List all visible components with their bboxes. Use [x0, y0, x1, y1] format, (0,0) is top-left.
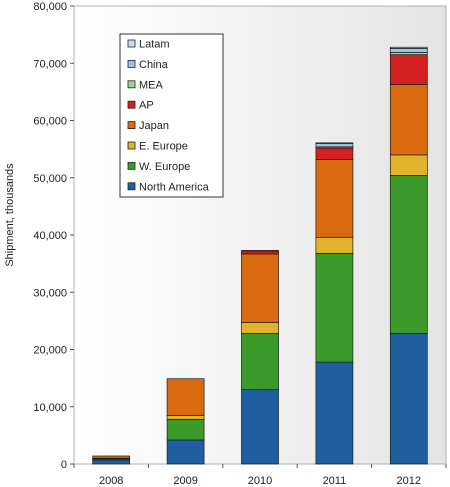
bars	[92, 46, 428, 465]
bar-segment	[241, 250, 279, 255]
y-tick-label: 50,000	[33, 173, 67, 185]
bar-segment	[241, 250, 279, 252]
legend-label: MEA	[139, 79, 164, 91]
legend-swatch	[127, 141, 136, 150]
legend-label: E. Europe	[139, 141, 188, 153]
y-tick-label: 10,000	[33, 402, 67, 414]
bar-segment	[315, 147, 354, 160]
y-tick-label: 40,000	[33, 230, 67, 242]
bar-segment	[166, 414, 205, 420]
x-axis: 2008 2009 2010 2011 2012	[73, 464, 447, 487]
y-tick-label: 80,000	[33, 1, 67, 13]
legend-label: Latam	[139, 39, 170, 51]
y-axis: 0 10,000 20,000 30,000 40,000 50,000 60,000 70,…	[33, 1, 74, 471]
legend-swatch	[127, 161, 136, 170]
bar-segment	[241, 322, 279, 334]
bar-segment	[166, 378, 205, 416]
legend-label: Japan	[139, 120, 169, 132]
legend-label: China	[139, 59, 169, 71]
bar-segment	[315, 236, 354, 254]
y-tick-label: 60,000	[33, 116, 67, 128]
bar-segment	[92, 459, 131, 465]
x-tick-label: 2009	[173, 475, 197, 487]
legend-label: North America	[139, 181, 210, 193]
bar-segment	[389, 46, 428, 49]
bar-segment	[389, 175, 428, 334]
bar-segment	[166, 418, 205, 441]
y-tick-label: 70,000	[33, 58, 67, 70]
bar-segment	[241, 333, 279, 390]
y-axis-label: Shipment, thousands	[4, 163, 16, 267]
bar-segment	[241, 389, 279, 465]
legend-swatch	[127, 121, 136, 129]
x-tick-label: 2008	[99, 475, 123, 487]
legend-swatch	[127, 80, 136, 89]
bar-segment	[389, 154, 428, 176]
bar-segment	[389, 333, 428, 465]
bar-segment	[315, 142, 354, 144]
legend-swatch	[127, 100, 136, 109]
legend: Latam China MEA AP Japan E. Europe W. Europe No…	[119, 33, 224, 198]
bar-segment	[315, 143, 354, 148]
bar-segment	[315, 252, 354, 363]
x-tick-label: 2010	[248, 475, 272, 487]
bar-segment	[389, 48, 428, 53]
y-tick-label: 20,000	[33, 345, 67, 357]
bar-segment	[315, 159, 354, 238]
bar-segment	[389, 84, 428, 156]
bar-segment	[92, 455, 131, 459]
bar-segment	[389, 54, 428, 85]
legend-swatch	[127, 39, 136, 48]
x-tick-label: 2011	[323, 475, 347, 487]
legend-label: W. Europe	[139, 161, 190, 173]
bar-segment	[241, 253, 279, 323]
legend-label: AP	[139, 100, 154, 112]
y-tick-label: 0	[61, 459, 67, 471]
legend-swatch	[127, 182, 136, 191]
legend-swatch	[127, 60, 136, 68]
x-tick-label: 2012	[397, 475, 421, 487]
y-tick-label: 30,000	[33, 287, 67, 299]
bar-segment	[166, 439, 205, 465]
bar-segment	[315, 361, 354, 465]
legend-box	[119, 33, 224, 198]
